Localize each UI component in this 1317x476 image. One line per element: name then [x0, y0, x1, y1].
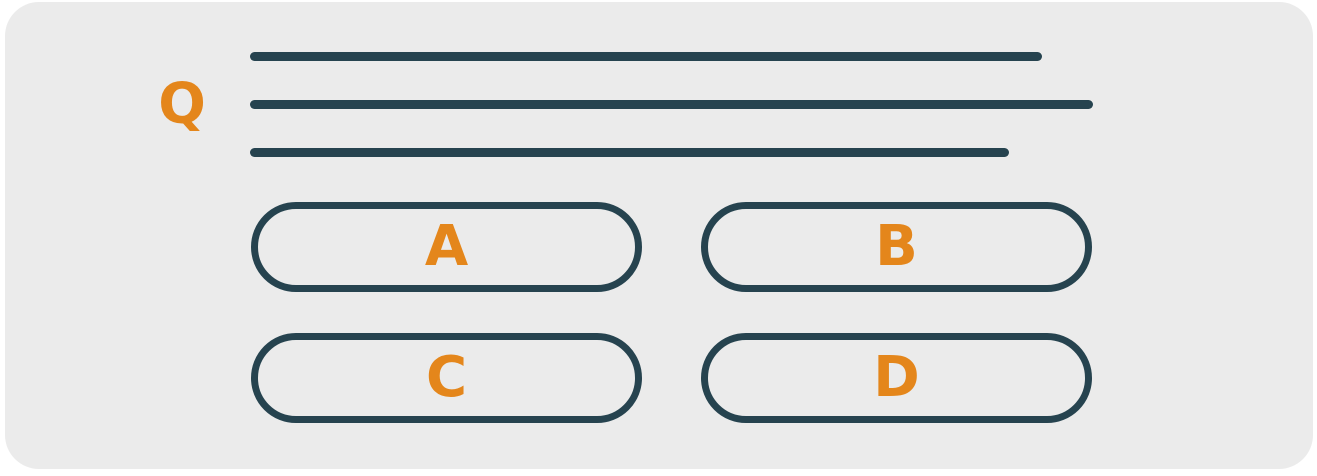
answer-option-b-label: B [875, 214, 918, 279]
answer-option-a-label: A [424, 214, 469, 279]
question-text-line-2 [250, 100, 1093, 109]
answer-option-a[interactable]: A [251, 202, 642, 292]
answer-option-c[interactable]: C [251, 333, 642, 423]
answer-option-b[interactable]: B [701, 202, 1092, 292]
question-marker: Q [158, 72, 206, 137]
question-text-line-1 [250, 52, 1042, 61]
question-text-line-3 [250, 148, 1009, 157]
answer-option-d-label: D [873, 345, 920, 410]
answer-option-d[interactable]: D [701, 333, 1092, 423]
quiz-card [5, 2, 1313, 469]
answer-option-c-label: C [425, 345, 468, 410]
